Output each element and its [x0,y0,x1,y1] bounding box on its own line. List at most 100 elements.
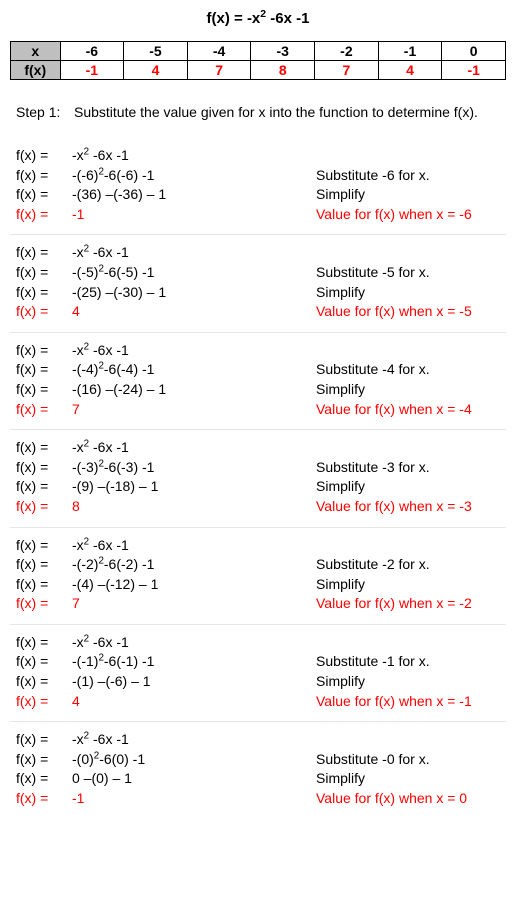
line-note [316,438,506,458]
line-expr: -(4) –(-12) – 1 [72,575,316,595]
line-expr: -(16) –(-24) – 1 [72,380,316,400]
line-note: Simplify [316,185,506,205]
line-lhs: f(x) = [16,672,72,692]
fx-header: f(x) [11,61,61,80]
work-line: f(x) = -x2 -6x -1 [16,633,506,653]
fx-cell: 7 [187,61,251,80]
work-line: f(x) = -(0)2-6(0) -1Substitute -0 for x. [16,750,506,770]
work-line: f(x) = -x2 -6x -1 [16,730,506,750]
work-block: f(x) = -x2 -6x -1f(x) = -(-2)2-6(-2) -1S… [10,528,506,625]
line-lhs: f(x) = [16,243,72,263]
step-line: Step 1: Substitute the value given for x… [10,104,506,120]
line-lhs: f(x) = [16,360,72,380]
line-note [316,730,506,750]
line-note: Substitute -3 for x. [316,458,506,478]
line-expr: -x2 -6x -1 [72,536,316,556]
line-note: Value for f(x) when x = -3 [316,497,506,517]
work-block: f(x) = -x2 -6x -1f(x) = -(-4)2-6(-4) -1S… [10,333,506,430]
work-line: f(x) = -(4) –(-12) – 1Simplify [16,575,506,595]
line-expr: -x2 -6x -1 [72,146,316,166]
line-expr: -(9) –(-18) – 1 [72,477,316,497]
work-line: f(x) = -(-1)2-6(-1) -1Substitute -1 for … [16,652,506,672]
line-expr: -x2 -6x -1 [72,633,316,653]
work-line: f(x) = 4Value for f(x) when x = -5 [16,302,506,322]
line-note: Simplify [316,672,506,692]
fx-cell: 4 [378,61,442,80]
line-expr: -x2 -6x -1 [72,341,316,361]
work-line: f(x) = 8Value for f(x) when x = -3 [16,497,506,517]
line-expr: -1 [72,205,316,225]
x-cell: -1 [378,42,442,61]
line-note: Simplify [316,575,506,595]
x-cell: 0 [442,42,506,61]
line-note: Substitute -2 for x. [316,555,506,575]
line-expr: -(-4)2-6(-4) -1 [72,360,316,380]
work-line: f(x) = -(-6)2-6(-6) -1Substitute -6 for … [16,166,506,186]
work-blocks: f(x) = -x2 -6x -1f(x) = -(-6)2-6(-6) -1S… [10,138,506,819]
line-lhs: f(x) = [16,769,72,789]
line-lhs: f(x) = [16,750,72,770]
line-expr: -(36) –(-36) – 1 [72,185,316,205]
line-note: Simplify [316,769,506,789]
work-line: f(x) = 0 –(0) – 1Simplify [16,769,506,789]
line-expr: 7 [72,594,316,614]
work-block: f(x) = -x2 -6x -1f(x) = -(0)2-6(0) -1Sub… [10,722,506,818]
line-lhs: f(x) = [16,575,72,595]
line-lhs: f(x) = [16,497,72,517]
line-lhs: f(x) = [16,146,72,166]
work-line: f(x) = -(1) –(-6) – 1Simplify [16,672,506,692]
line-expr: -(25) –(-30) – 1 [72,283,316,303]
line-note: Substitute -0 for x. [316,750,506,770]
line-expr: -(0)2-6(0) -1 [72,750,316,770]
line-note: Substitute -1 for x. [316,652,506,672]
work-line: f(x) = -(-5)2-6(-5) -1Substitute -5 for … [16,263,506,283]
line-lhs: f(x) = [16,380,72,400]
line-note: Value for f(x) when x = -2 [316,594,506,614]
line-lhs: f(x) = [16,185,72,205]
x-header: x [11,42,61,61]
work-line: f(x) = -(-4)2-6(-4) -1Substitute -4 for … [16,360,506,380]
x-cell: -2 [315,42,379,61]
line-lhs: f(x) = [16,789,72,809]
line-lhs: f(x) = [16,692,72,712]
function-title: f(x) = -x2 -6x -1 [10,10,506,27]
line-note [316,341,506,361]
line-note [316,146,506,166]
line-expr: -(-2)2-6(-2) -1 [72,555,316,575]
line-lhs: f(x) = [16,536,72,556]
x-row: x -6-5-4-3-2-10 [11,42,506,61]
line-note: Value for f(x) when x = -4 [316,400,506,420]
line-expr: -x2 -6x -1 [72,243,316,263]
fx-cell: 7 [315,61,379,80]
line-lhs: f(x) = [16,555,72,575]
line-note: Value for f(x) when x = -5 [316,302,506,322]
fx-cell: -1 [442,61,506,80]
line-note: Value for f(x) when x = -1 [316,692,506,712]
line-expr: -(-5)2-6(-5) -1 [72,263,316,283]
line-lhs: f(x) = [16,166,72,186]
line-lhs: f(x) = [16,263,72,283]
work-block: f(x) = -x2 -6x -1f(x) = -(-3)2-6(-3) -1S… [10,430,506,527]
line-note: Substitute -4 for x. [316,360,506,380]
work-line: f(x) = -1Value for f(x) when x = -6 [16,205,506,225]
fx-cell: -1 [60,61,124,80]
work-line: f(x) = -(36) –(-36) – 1Simplify [16,185,506,205]
work-line: f(x) = -(-3)2-6(-3) -1Substitute -3 for … [16,458,506,478]
work-line: f(x) = 4Value for f(x) when x = -1 [16,692,506,712]
work-line: f(x) = 7Value for f(x) when x = -2 [16,594,506,614]
line-note: Simplify [316,283,506,303]
line-note: Substitute -5 for x. [316,263,506,283]
line-expr: 4 [72,302,316,322]
work-line: f(x) = -x2 -6x -1 [16,438,506,458]
fx-cell: 8 [251,61,315,80]
work-line: f(x) = -x2 -6x -1 [16,536,506,556]
work-line: f(x) = -x2 -6x -1 [16,243,506,263]
line-lhs: f(x) = [16,341,72,361]
work-line: f(x) = -x2 -6x -1 [16,341,506,361]
line-note [316,633,506,653]
line-expr: -(1) –(-6) – 1 [72,672,316,692]
line-note: Substitute -6 for x. [316,166,506,186]
work-line: f(x) = -(25) –(-30) – 1Simplify [16,283,506,303]
step-label: Step 1: [16,104,74,120]
line-expr: 0 –(0) – 1 [72,769,316,789]
